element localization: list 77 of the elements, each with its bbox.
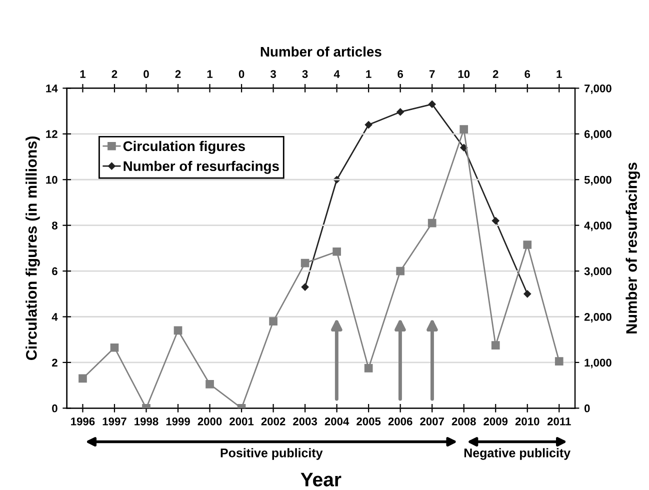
y2-axis-title: Number of resurfacings [626,162,640,334]
annotation: 1 [556,70,562,78]
x2-axis-title: Number of articles [260,46,382,57]
y2-tick-label: 5,000 [584,176,612,186]
point [460,125,468,134]
point [78,374,87,383]
point [396,266,404,276]
text: Negative publicity [464,448,571,460]
y2-tick-label: 1,000 [584,358,612,368]
point [524,290,532,298]
y-tick-label: 10 [46,176,58,184]
x-tick-label: 1996 [71,417,95,426]
x-tick-label: 2003 [293,417,318,426]
point [428,218,436,228]
point [554,357,564,366]
point [301,283,309,291]
x-tick-label: 1998 [134,417,158,426]
x-tick-label: 2007 [420,417,444,426]
y2-tick-label: 3,000 [584,267,612,277]
x-tick-label: 2001 [230,417,254,426]
x-axis-title: Year [300,472,342,486]
x-tick-label: 1999 [166,417,190,426]
point [364,121,372,128]
point [206,380,214,388]
x-tick-label: 1997 [102,417,126,426]
legend-label: Circulation figures [123,140,245,154]
annotation: 4 [334,70,340,78]
annotation: 3 [270,70,276,78]
x-tick-label: 2002 [261,417,286,426]
x-tick-label: 2008 [452,417,476,426]
y2-tick-label: 7,000 [584,84,612,94]
point [523,240,532,249]
annotation: 1 [207,70,213,78]
x-tick-label: 2000 [198,417,222,426]
annotation: 3 [302,70,308,78]
annotation: 2 [175,70,181,78]
y-tick-label: 2 [52,358,58,366]
y-axis-title: Circulation figures (in millions) [26,136,40,360]
x-tick-label: 2006 [388,417,412,426]
x-tick-label: 2009 [484,417,508,426]
annotation: 2 [492,70,498,78]
annotation: 2 [112,70,118,78]
y2-tick-label: 0 [584,404,590,412]
y-tick-label: 8 [52,222,58,230]
point [364,364,373,372]
annotation: 6 [524,70,530,78]
point [174,326,182,335]
point [492,217,500,224]
x-tick-label: 2010 [515,417,540,426]
x-tick-label: 2004 [324,417,350,426]
annotation: 1 [366,70,372,78]
point [110,343,119,352]
point [396,108,404,116]
annotation: 6 [398,70,404,78]
point [300,258,310,268]
y-tick-label: 6 [52,267,58,276]
point [428,100,436,108]
y-tick-label: 4 [52,313,58,321]
y2-tick-label: 2,000 [584,313,612,322]
y2-tick-label: 4,000 [584,222,612,232]
point [460,144,468,152]
point [332,247,341,256]
annotation: 0 [238,70,244,78]
x-tick-label: 2005 [356,417,381,426]
annotation: 10 [458,70,470,78]
annotation: 0 [144,70,149,78]
y-tick-label: 12 [46,130,58,138]
y2-tick-label: 6,000 [584,130,612,140]
point [269,317,278,326]
annotation: 7 [429,70,435,78]
text: Positive publicity [220,448,323,460]
y-tick-label: 14 [46,84,58,92]
legend-label: Number of resurfacings [124,160,279,174]
annotation: 1 [80,70,86,78]
x-tick-label: 2011 [547,417,571,426]
y-tick-label: 0 [52,404,58,412]
point [491,341,500,350]
